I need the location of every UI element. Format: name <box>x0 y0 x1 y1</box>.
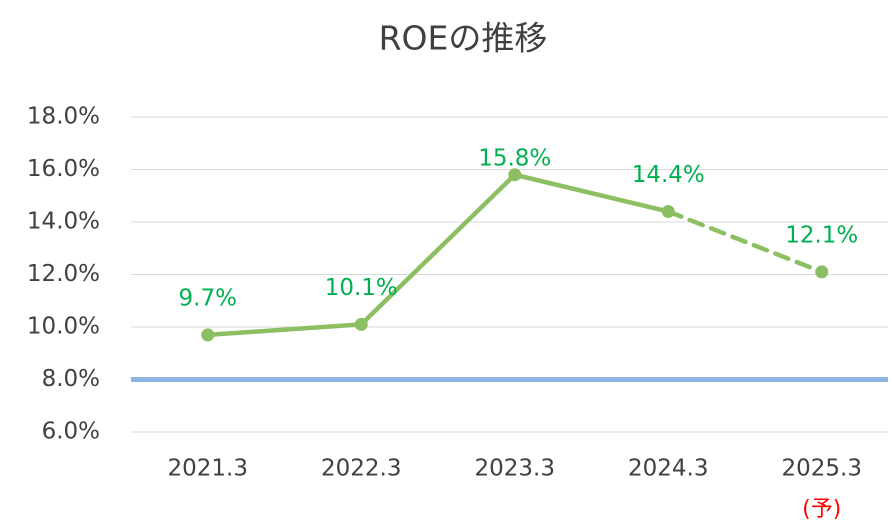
marker <box>815 265 829 279</box>
x-tick-label: 2023.3 <box>475 456 555 482</box>
x-tick-label: 2021.3 <box>168 456 248 482</box>
chart-title: ROEの推移 <box>379 19 548 58</box>
y-tick-label: 18.0% <box>27 104 100 130</box>
y-tick-label: 8.0% <box>42 366 100 392</box>
line-segment <box>359 172 517 327</box>
data-label: 14.4% <box>632 162 705 188</box>
x-tick-label: 2025.3 <box>782 456 862 482</box>
y-tick-label: 6.0% <box>42 419 100 445</box>
line-segment <box>205 322 364 338</box>
data-label: 10.1% <box>325 275 398 301</box>
data-label: 9.7% <box>179 285 237 311</box>
y-tick-label: 16.0% <box>27 156 100 182</box>
annotation: (予) <box>802 497 841 522</box>
x-tick-label: 2024.3 <box>628 456 708 482</box>
x-tick-label: 2022.3 <box>321 456 401 482</box>
y-tick-label: 12.0% <box>27 261 100 287</box>
marker <box>508 168 522 182</box>
data-label: 12.1% <box>785 222 858 248</box>
y-tick-label: 10.0% <box>27 314 100 340</box>
line-segment <box>666 209 824 275</box>
line-segment <box>512 172 671 214</box>
data-label: 15.8% <box>478 145 551 171</box>
marker <box>661 205 675 218</box>
y-tick-label: 14.0% <box>27 209 100 235</box>
marker <box>354 317 368 331</box>
marker <box>201 328 215 342</box>
